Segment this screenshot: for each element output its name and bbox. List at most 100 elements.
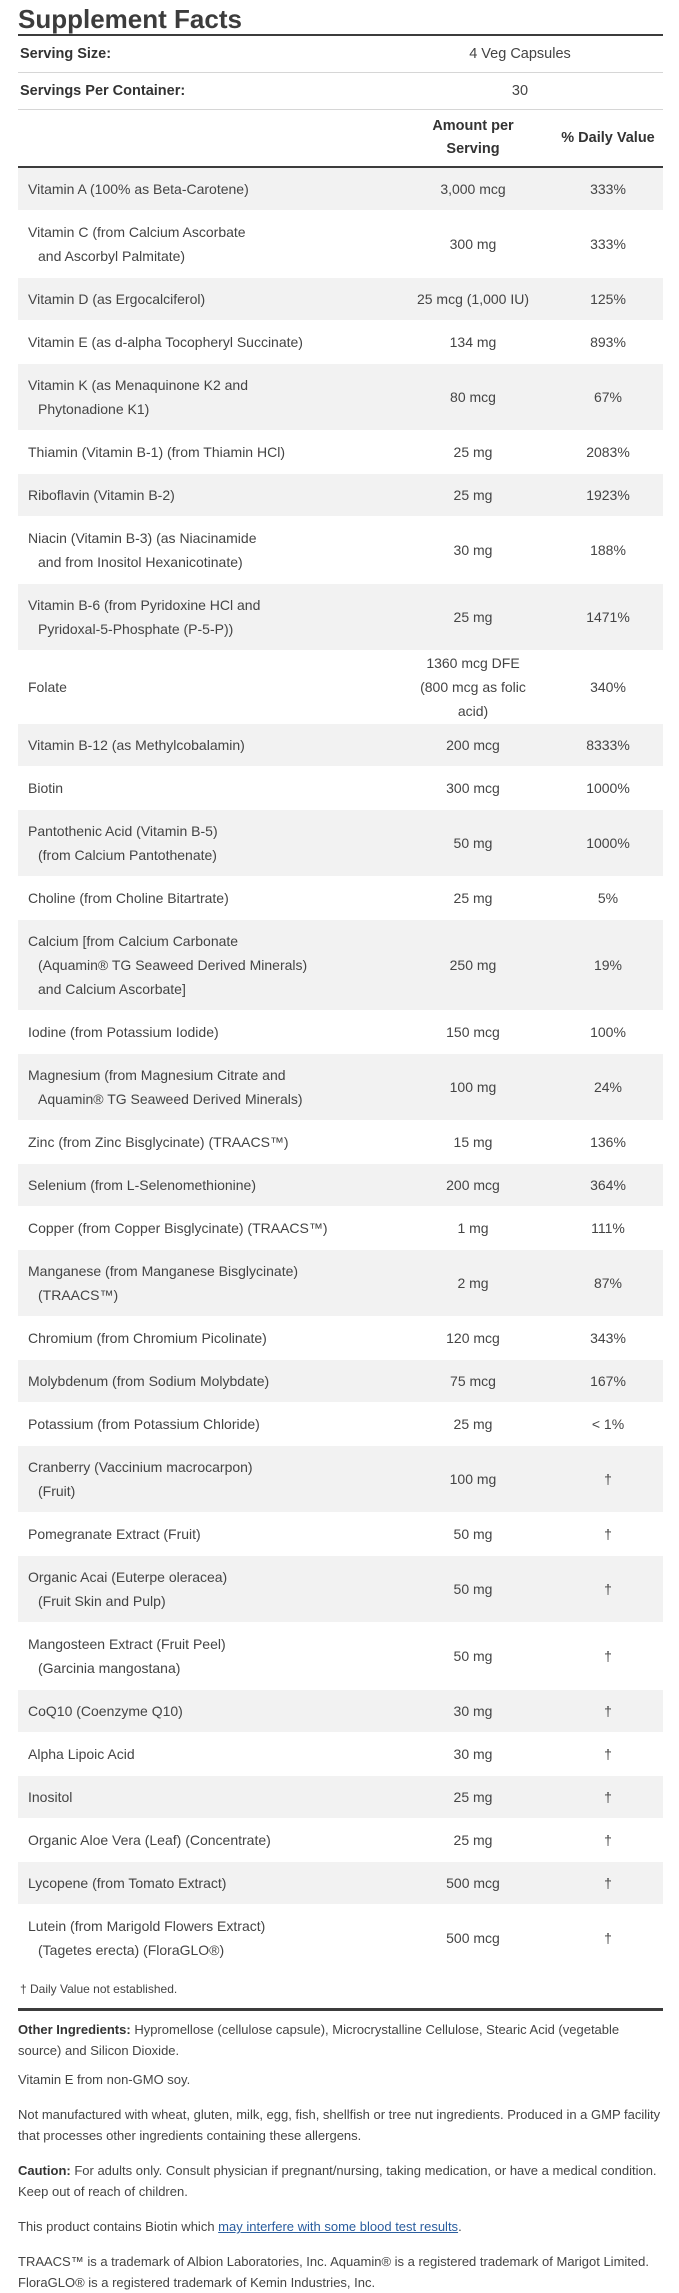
table-row: Chromium (from Chromium Picolinate) 120 m…: [18, 1317, 663, 1360]
nutrient-daily-value: †: [604, 1875, 612, 1891]
daily-value-header: % Daily Value: [561, 130, 655, 146]
label-notes: Other Ingredients: Hypromellose (cellulo…: [18, 2011, 663, 2293]
nutrient-amount: 25 mg: [453, 1832, 493, 1848]
nutrient-daily-value: 19%: [593, 957, 623, 973]
nutrient-name: Zinc (from Zinc Bisglycinate) (TRAACS™): [28, 1134, 289, 1150]
nutrient-name: Selenium (from L-Selenomethionine): [28, 1177, 256, 1193]
nutrient-daily-value: 1471%: [586, 609, 630, 625]
table-row: Mangosteen Extract (Fruit Peel) (Garcinia…: [18, 1623, 663, 1690]
nutrient-daily-value: 125%: [590, 291, 626, 307]
nutrient-amount: 50 mg: [453, 1648, 493, 1664]
table-row: Alpha Lipoic Acid 30 mg †: [18, 1733, 663, 1776]
nutrient-daily-value: †: [604, 1930, 612, 1946]
nutrient-amount: 1360 mcg DFE (800 mcg as folic acid): [420, 655, 526, 719]
servings-per-container-label: Servings Per Container:: [20, 83, 186, 99]
nutrient-name: Manganese (from Manganese Bisglycinate)(…: [28, 1263, 299, 1303]
table-row: Vitamin B-12 (as Methylcobalamin) 200 mcg…: [18, 724, 663, 767]
serving-size-label: Serving Size:: [20, 46, 112, 62]
nutrient-name: Alpha Lipoic Acid: [28, 1746, 135, 1762]
nutrient-amount: 30 mg: [453, 542, 493, 558]
daily-value-footnote: † Daily Value not established.: [18, 1972, 663, 2011]
nutrient-daily-value: 364%: [590, 1177, 626, 1193]
nutrient-amount: 100 mg: [449, 1471, 497, 1487]
nutrient-name: Vitamin E (as d-alpha Tocopheryl Succina…: [28, 334, 303, 350]
table-row: Vitamin A (100% as Beta-Carotene) 3,000 m…: [18, 168, 663, 211]
nutrient-amount: 80 mcg: [450, 389, 496, 405]
nutrient-amount: 3,000 mcg: [440, 181, 506, 197]
page-title: Supplement Facts: [18, 0, 663, 36]
table-row: Niacin (Vitamin B-3) (as Niacinamide and …: [18, 517, 663, 584]
nutrient-daily-value: 1000%: [586, 835, 630, 851]
nutrient-name: Organic Aloe Vera (Leaf) (Concentrate): [28, 1832, 271, 1848]
serving-size-value: 4 Veg Capsules: [469, 46, 571, 62]
nutrient-name: Vitamin B-6 (from Pyridoxine HCl and Pyri…: [28, 597, 261, 637]
table-row: Folate 1360 mcg DFE (800 mcg as folic acid)…: [18, 651, 663, 724]
nutrient-name: Pomegranate Extract (Fruit): [28, 1526, 201, 1542]
nutrient-daily-value: †: [604, 1746, 612, 1762]
nutrient-amount: 300 mcg: [446, 780, 500, 796]
nutrient-name: CoQ10 (Coenzyme Q10): [28, 1703, 183, 1719]
nutrient-daily-value: 188%: [590, 542, 626, 558]
nutrient-daily-value: †: [604, 1832, 612, 1848]
nutrient-name: Lycopene (from Tomato Extract): [28, 1875, 227, 1891]
servings-per-container-row: Servings Per Container: 30: [18, 73, 663, 110]
nutrient-daily-value: 111%: [591, 1220, 625, 1236]
nutrient-amount: 100 mg: [449, 1079, 497, 1095]
nutrient-name: Vitamin C (from Calcium Ascorbate and Asc…: [28, 224, 246, 264]
table-row: Potassium (from Potassium Chloride) 25 mg…: [18, 1403, 663, 1446]
nutrient-daily-value: 333%: [590, 181, 626, 197]
table-row: Vitamin D (as Ergocalciferol) 25 mcg (1,0…: [18, 278, 663, 321]
nutrient-name: Vitamin D (as Ergocalciferol): [28, 291, 206, 307]
table-row: CoQ10 (Coenzyme Q10) 30 mg †: [18, 1690, 663, 1733]
blood-test-link[interactable]: may interfere with some blood test resul…: [218, 2219, 459, 2234]
nutrient-daily-value: 340%: [590, 679, 626, 695]
table-row: Vitamin C (from Calcium Ascorbate and Asc…: [18, 211, 663, 278]
nutrient-table: Vitamin A (100% as Beta-Carotene) 3,000 m…: [18, 168, 663, 1972]
nutrient-name: Vitamin B-12 (as Methylcobalamin): [28, 737, 245, 753]
nutrient-daily-value: < 1%: [591, 1416, 625, 1432]
nutrient-amount: 30 mg: [453, 1703, 493, 1719]
nutrient-amount: 25 mg: [453, 1416, 493, 1432]
servings-per-container-value: 30: [511, 83, 529, 99]
nutrient-daily-value: †: [604, 1471, 612, 1487]
nutrient-amount: 500 mcg: [446, 1875, 500, 1891]
nutrient-name: Cranberry (Vaccinium macrocarpon) (Fruit): [28, 1459, 253, 1499]
nutrient-name: Iodine (from Potassium Iodide): [28, 1024, 219, 1040]
nutrient-amount: 75 mcg: [450, 1373, 496, 1389]
nutrient-name: Niacin (Vitamin B-3) (as Niacinamide and …: [28, 530, 257, 570]
amount-header: Amount per Serving: [432, 118, 514, 157]
nutrient-daily-value: 8333%: [586, 737, 630, 753]
nutrient-amount: 25 mcg (1,000 IU): [416, 291, 530, 307]
nutrient-amount: 150 mcg: [446, 1024, 500, 1040]
table-row: Organic Acai (Euterpe oleracea) (Fruit Sk…: [18, 1556, 663, 1623]
table-row: Lutein (from Marigold Flowers Extract) (T…: [18, 1905, 663, 1972]
nutrient-amount: 15 mg: [453, 1134, 493, 1150]
nutrient-name: Folate: [28, 679, 67, 695]
nutrient-name: Thiamin (Vitamin B-1) (from Thiamin HCl): [28, 444, 285, 460]
nutrient-daily-value: 5%: [597, 890, 619, 906]
nutrient-daily-value: †: [604, 1526, 612, 1542]
nutrient-daily-value: 167%: [590, 1373, 626, 1389]
table-row: Molybdenum (from Sodium Molybdate) 75 mcg…: [18, 1360, 663, 1403]
table-row: Vitamin B-6 (from Pyridoxine HCl and Pyri…: [18, 584, 663, 651]
nutrient-amount: 1 mg: [457, 1220, 489, 1236]
nutrient-name: Magnesium (from Magnesium Citrate and Aqu…: [28, 1067, 303, 1107]
table-row: Selenium (from L-Selenomethionine) 200 mc…: [18, 1164, 663, 1207]
nutrient-daily-value: 136%: [590, 1134, 626, 1150]
nutrient-daily-value: 87%: [593, 1275, 623, 1291]
nutrient-daily-value: †: [604, 1789, 612, 1805]
nutrient-amount: 25 mg: [453, 890, 493, 906]
table-row: Riboflavin (Vitamin B-2) 25 mg 1923%: [18, 474, 663, 517]
nutrient-amount: 134 mg: [449, 334, 497, 350]
table-row: Inositol 25 mg †: [18, 1776, 663, 1819]
nutrient-amount: 25 mg: [453, 1789, 493, 1805]
nutrient-amount: 30 mg: [453, 1746, 493, 1762]
nutrient-amount: 50 mg: [453, 835, 493, 851]
other-ingredients: Other Ingredients: Hypromellose (cellulo…: [18, 2022, 620, 2058]
nutrient-daily-value: 2083%: [586, 444, 630, 460]
trademark-note: TRAACS™ is a trademark of Albion Laborat…: [18, 2254, 649, 2290]
nutrient-amount: 25 mg: [453, 487, 493, 503]
nutrient-name: Potassium (from Potassium Chloride): [28, 1416, 260, 1432]
nutrient-amount: 2 mg: [457, 1275, 489, 1291]
nutrient-amount: 25 mg: [453, 444, 493, 460]
